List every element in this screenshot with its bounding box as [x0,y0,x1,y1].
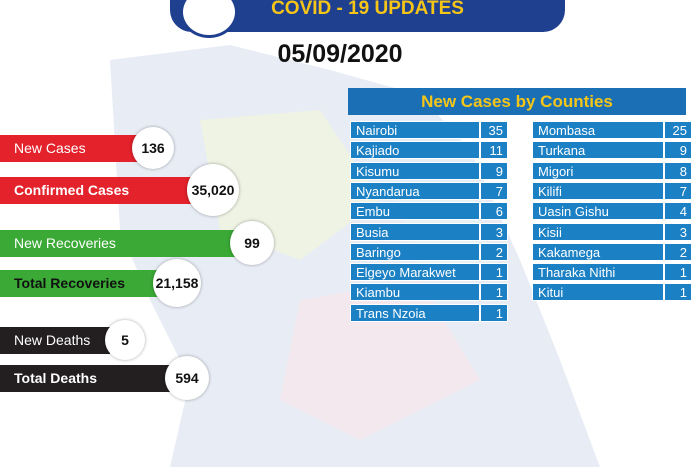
county-row: Kilifi 7 [532,181,692,200]
county-cases: 3 [480,222,508,241]
county-name: Kilifi [532,181,664,200]
county-cases: 1 [480,283,508,302]
county-row: Baringo 2 [350,242,508,261]
county-name: Uasin Gishu [532,202,664,221]
stat-value: 594 [165,356,209,400]
county-row: Kakamega 2 [532,242,692,261]
county-name: Kisumu [350,161,480,180]
county-name: Mombasa [532,121,664,139]
stat-label: Confirmed Cases [0,177,195,204]
county-row: Mombasa 25 [532,121,692,139]
county-name: Busia [350,222,480,241]
county-name: Kajiado [350,141,480,160]
county-cases: 9 [664,141,692,160]
county-name: Tharaka Nithi [532,263,664,282]
county-row: Kisii 3 [532,222,692,241]
stat-label: Total Deaths [0,365,170,392]
stat-value: 21,158 [153,259,201,307]
header-title: COVID - 19 UPDATES [271,0,464,19]
county-name: Turkana [532,141,664,160]
county-name: Migori [532,161,664,180]
county-row: Busia 3 [350,222,508,241]
county-cases: 2 [664,242,692,261]
county-name: Elgeyo Marakwet [350,263,480,282]
county-row: Embu 6 [350,202,508,221]
county-cases: 4 [664,202,692,221]
county-cases: 11 [480,141,508,160]
county-name: Kiambu [350,283,480,302]
county-cases: 8 [664,161,692,180]
county-row: Migori 8 [532,161,692,180]
county-cases: 35 [480,121,508,139]
stat-value: 136 [132,127,174,169]
stat-label: New Cases [0,135,140,162]
county-cases: 7 [480,181,508,200]
county-row: Nyandarua 7 [350,181,508,200]
county-name: Embu [350,202,480,221]
county-name: Baringo [350,242,480,261]
county-name: Nyandarua [350,181,480,200]
county-row: Kajiado 11 [350,141,508,160]
stat-label: Total Recoveries [0,270,160,297]
county-name: Kisii [532,222,664,241]
county-row: Nairobi 35 [350,121,508,139]
county-row: Uasin Gishu 4 [532,202,692,221]
county-cases: 6 [480,202,508,221]
county-row: Turkana 9 [532,141,692,160]
county-row: Kiambu 1 [350,283,508,302]
county-cases: 7 [664,181,692,200]
county-row: Kitui 1 [532,283,692,302]
county-cases: 9 [480,161,508,180]
county-cases: 1 [480,303,508,322]
county-row: Kisumu 9 [350,161,508,180]
stat-value: 5 [105,320,145,360]
county-name: Kakamega [532,242,664,261]
county-cases: 25 [664,121,692,139]
county-row: Trans Nzoia 1 [350,303,508,322]
county-cases: 1 [480,263,508,282]
county-cases: 1 [664,263,692,282]
county-row: Tharaka Nithi 1 [532,263,692,282]
stat-value: 35,020 [187,164,239,216]
date: 05/09/2020 [277,40,403,68]
stat-label: New Recoveries [0,230,245,257]
county-name: Kitui [532,283,664,302]
county-cases: 1 [664,283,692,302]
stat-label: New Deaths [0,327,110,354]
county-cases: 2 [480,242,508,261]
county-name: Trans Nzoia [350,303,480,322]
county-cases: 3 [664,222,692,241]
county-row: Elgeyo Marakwet 1 [350,263,508,282]
counties-title: New Cases by Counties [348,88,686,115]
stat-value: 99 [230,221,274,265]
county-name: Nairobi [350,121,480,139]
